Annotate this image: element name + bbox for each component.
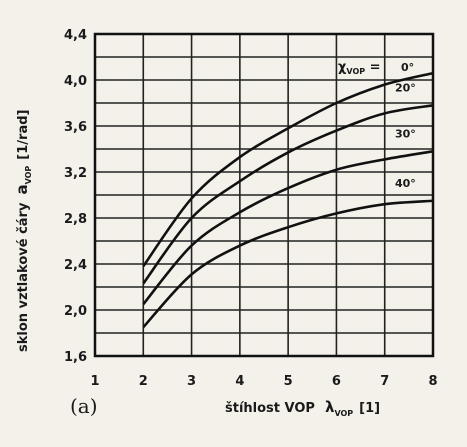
- x-tick-label: 2: [139, 374, 148, 389]
- series-line: [142, 199, 434, 329]
- curve-labels: 0° 20° 30° 40°: [395, 61, 416, 190]
- x-tick-label: 5: [284, 374, 293, 389]
- series-label: 0°: [401, 61, 414, 74]
- y-axis-label: sklon vztlakové čáryaVOP[1/rad]: [13, 110, 33, 352]
- y-tick-labels: 1,6 2,0 2,4 2,8 3,2 3,6 4,0 4,4: [64, 28, 87, 365]
- y-tick-label: 4,4: [64, 28, 87, 43]
- x-tick-label: 4: [235, 374, 244, 389]
- y-tick-label: 4,0: [64, 74, 87, 89]
- y-tick-label: 3,6: [64, 120, 87, 135]
- x-tick-label: 6: [332, 374, 341, 389]
- series-label: 40°: [395, 177, 416, 190]
- y-tick-label: 2,4: [64, 258, 87, 273]
- y-tick-label: 1,6: [64, 350, 87, 365]
- grid: [94, 33, 434, 357]
- series-line: [142, 150, 434, 306]
- series-line: [142, 104, 434, 285]
- x-tick-label: 3: [187, 374, 196, 389]
- y-tick-label: 2,0: [64, 304, 87, 319]
- y-tick-label: 2,8: [64, 212, 87, 227]
- panel-label: (a): [70, 394, 98, 418]
- curves: [142, 71, 434, 329]
- plot-frame: [93, 32, 435, 358]
- y-tick-label: 3,2: [64, 166, 87, 181]
- series-label: 30°: [395, 127, 416, 140]
- x-tick-label: 1: [90, 374, 99, 389]
- x-axis-label: štíhlost VOP λVOP [1]: [225, 398, 380, 418]
- series-line: [142, 71, 434, 268]
- x-tick-label: 7: [380, 374, 389, 389]
- x-tick-labels: 1 2 3 4 5 6 7 8: [90, 374, 437, 389]
- series-label: 20°: [395, 81, 416, 94]
- x-tick-label: 8: [428, 374, 437, 389]
- series-parameter-label: χVOP =: [338, 60, 381, 76]
